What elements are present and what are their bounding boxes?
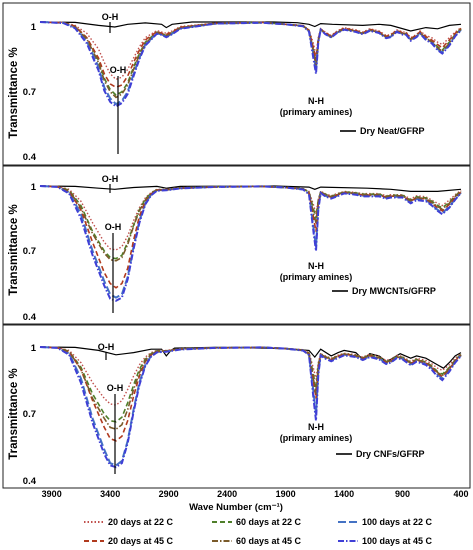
oh-label-top: O-H [102,174,119,184]
y-axis-label: Transmittance % [8,368,20,459]
oh-label-top: O-H [102,12,119,22]
nh-label: N-H [308,422,324,432]
y-tick-label: 0.4 [23,312,37,323]
x-tick-label: 1900 [276,489,296,499]
y-axis-label: Transmittance % [8,47,20,138]
x-tick-label: 3400 [100,489,120,499]
dry-reference-line [39,346,462,369]
series-line [39,346,462,442]
legend-item: 20 days at 45 C [84,536,174,546]
legend-label: 60 days at 22 C [236,517,302,527]
legend-label: 60 days at 45 C [236,536,302,546]
series-line [39,185,462,302]
x-axis-label: Wave Number (cm⁻¹) [189,502,283,513]
series-line [39,21,462,89]
dry-reference-line [39,21,462,32]
series-line [39,185,462,251]
plot-frame [2,324,471,489]
series-line [39,21,462,108]
oh-label-mid: O-H [105,222,122,232]
x-axis-ticks: 3900 3400 2900 2400 1900 1400 900 400 [42,489,469,499]
dry-legend-label: Dry Neat/GFRP [360,126,425,136]
series-line [39,346,462,431]
nh-sub-label: (primary amines) [280,433,353,443]
x-tick-label: 1400 [334,489,354,499]
legend-item: 60 days at 22 C [212,517,302,527]
nh-label: N-H [308,261,324,271]
x-tick-label: 400 [453,489,468,499]
x-tick-label: 2900 [159,489,179,499]
legend: 20 days at 22 C 60 days at 22 C 100 days… [84,517,433,546]
legend-label: 20 days at 45 C [108,536,174,546]
y-tick-label: 0.7 [23,87,36,98]
y-tick-label: 0.7 [23,409,36,420]
y-tick-label: 0.7 [23,246,36,257]
y-tick-label: 1 [31,22,37,33]
nh-label: N-H [308,96,324,106]
panel-neat: Transmittance % 1 0.7 0.4 O-H O-H N-H (p… [2,2,471,166]
series-line [39,185,462,262]
panel-cnfs: Transmittance % 1 0.7 0.4 O-H O-H N-H (p… [2,324,471,489]
series-line [39,185,462,260]
x-tick-label: 3900 [42,489,62,499]
legend-label: 100 days at 45 C [362,536,433,546]
series-line [39,346,462,406]
y-tick-label: 1 [31,182,37,193]
plot-frame [2,2,471,166]
dry-legend-label: Dry MWCNTs/GFRP [352,286,436,296]
legend-label: 100 days at 22 C [362,517,433,527]
y-tick-label: 0.4 [23,152,37,163]
plot-frame [2,165,471,325]
legend-item: 60 days at 45 C [212,536,302,546]
x-tick-label: 900 [395,489,410,499]
panel-mwcnts: Transmittance % 1 0.7 0.4 O-H O-H N-H (p… [2,165,471,325]
y-tick-label: 1 [31,343,37,354]
legend-item: 100 days at 45 C [338,536,433,546]
x-tick-label: 2400 [217,489,237,499]
legend-label: 20 days at 22 C [108,517,174,527]
oh-label-mid: O-H [107,383,124,393]
nh-sub-label: (primary amines) [280,272,353,282]
series-line [39,346,462,469]
legend-item: 100 days at 22 C [338,517,433,527]
nh-sub-label: (primary amines) [280,107,353,117]
oh-label-mid: O-H [110,65,127,75]
oh-label-top: O-H [98,342,115,352]
legend-item: 20 days at 22 C [84,517,174,527]
y-axis-label: Transmittance % [8,204,20,295]
series-line [39,346,462,423]
dry-legend-label: Dry CNFs/GFRP [356,449,425,459]
y-tick-label: 0.4 [23,476,37,487]
